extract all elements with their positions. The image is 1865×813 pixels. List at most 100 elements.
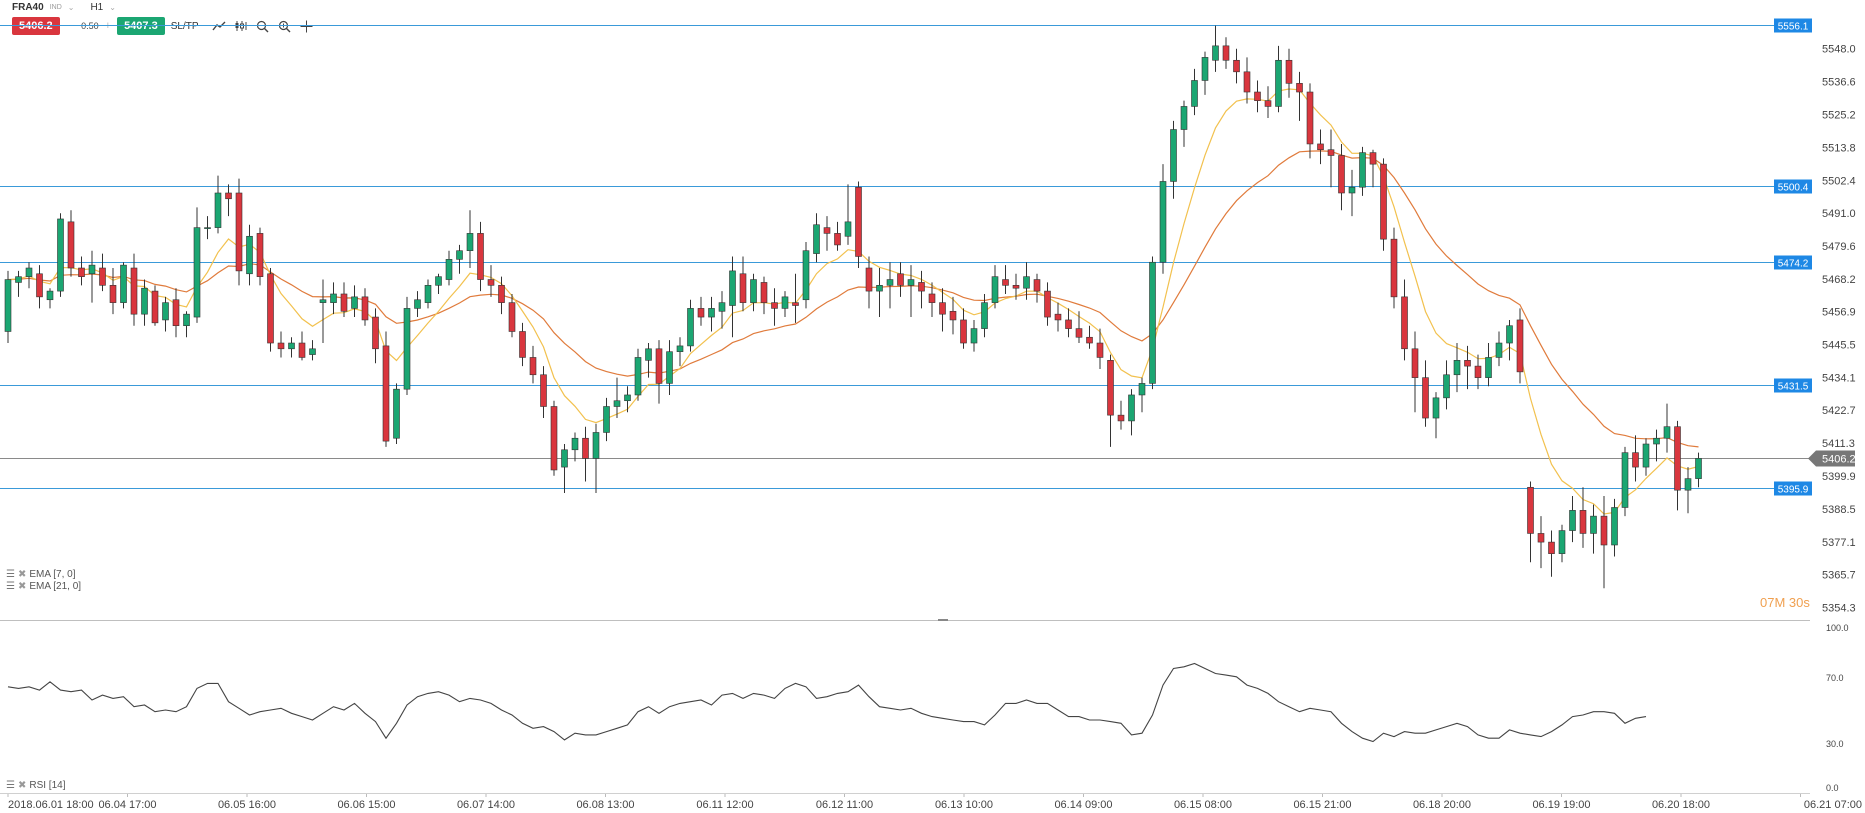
candle bbox=[561, 444, 568, 494]
candle-body bbox=[1432, 397, 1440, 419]
candle-body bbox=[1233, 59, 1240, 73]
candle bbox=[309, 340, 316, 361]
ema-slow-legend[interactable]: ☰ ✖ EMA [21, 0] bbox=[6, 581, 81, 592]
price-tick-label: 5445.5 bbox=[1822, 339, 1856, 351]
candle-body bbox=[498, 285, 505, 303]
candle-body bbox=[15, 276, 22, 283]
candle bbox=[319, 279, 327, 344]
candle-body bbox=[214, 192, 222, 228]
candle-body bbox=[1390, 238, 1398, 298]
time-tick-label: 06.21 07:00 bbox=[1804, 799, 1862, 811]
candle bbox=[1054, 302, 1062, 332]
candle bbox=[141, 279, 148, 326]
candle bbox=[1128, 389, 1135, 436]
candle bbox=[1390, 227, 1398, 309]
candle-body bbox=[340, 293, 348, 312]
candle bbox=[592, 423, 600, 494]
candle-body bbox=[886, 279, 894, 286]
candle-body bbox=[393, 388, 400, 439]
ema-fast-legend[interactable]: ☰ ✖ EMA [7, 0] bbox=[6, 569, 76, 580]
candle bbox=[1453, 343, 1461, 393]
close-icon[interactable]: ✖ bbox=[17, 581, 27, 592]
close-icon[interactable]: ✖ bbox=[17, 780, 27, 791]
price-level-label: 5500.4 bbox=[1774, 179, 1812, 194]
candle-body bbox=[844, 221, 852, 237]
current-price-text: 5406.2 bbox=[1822, 454, 1856, 466]
close-icon[interactable]: ✖ bbox=[17, 569, 27, 580]
candle-body bbox=[246, 235, 253, 275]
rsi-legend[interactable]: ☰ ✖ RSI [14] bbox=[6, 780, 66, 791]
timeframe-selector[interactable]: H1 bbox=[90, 2, 104, 13]
time-tick-label: 06.15 21:00 bbox=[1293, 799, 1351, 811]
candle bbox=[676, 337, 684, 367]
candle bbox=[435, 273, 442, 294]
time-tick-label: 06.11 12:00 bbox=[696, 799, 753, 811]
price-tick-label: 5354.3 bbox=[1822, 603, 1856, 615]
price-tick-label: 5502.4 bbox=[1822, 175, 1856, 187]
price-tick-label: 5491.0 bbox=[1822, 208, 1856, 220]
candle bbox=[781, 291, 789, 318]
candle-body bbox=[1527, 486, 1534, 534]
candle bbox=[256, 227, 264, 286]
menu-icon[interactable]: ☰ bbox=[6, 780, 15, 791]
candle bbox=[949, 296, 957, 335]
candle bbox=[67, 210, 75, 277]
candle-body bbox=[403, 308, 411, 390]
time-tick-label: 06.15 08:00 bbox=[1174, 799, 1232, 811]
candle-body bbox=[1411, 348, 1419, 378]
symbol-dropdown-chevron-icon[interactable]: ⌄ bbox=[67, 3, 75, 12]
candle bbox=[582, 426, 589, 482]
candle bbox=[939, 288, 946, 332]
candle bbox=[1033, 273, 1041, 303]
candle-body bbox=[1170, 129, 1177, 182]
candle bbox=[414, 291, 421, 318]
candle bbox=[1243, 57, 1251, 104]
candle-body bbox=[687, 308, 694, 347]
candle-body bbox=[1506, 325, 1513, 344]
price-level-text: 5395.9 bbox=[1778, 485, 1809, 496]
candle bbox=[813, 213, 820, 263]
candle-body bbox=[676, 345, 684, 352]
candle bbox=[1443, 360, 1450, 410]
candle-body bbox=[1002, 279, 1009, 286]
candle bbox=[613, 377, 621, 419]
timeframe-chevron-icon[interactable]: ⌄ bbox=[109, 3, 116, 12]
time-tick-label: 06.06 15:00 bbox=[337, 799, 395, 811]
candle bbox=[970, 319, 978, 352]
candle-body bbox=[424, 285, 432, 303]
menu-icon[interactable]: ☰ bbox=[6, 581, 15, 592]
candle bbox=[466, 210, 474, 269]
time-tick-label: 06.12 11:00 bbox=[816, 799, 873, 811]
price-tick-label: 5377.1 bbox=[1822, 537, 1856, 549]
candle-body bbox=[477, 233, 484, 280]
candle bbox=[750, 273, 757, 312]
candle-body bbox=[1096, 342, 1104, 358]
candle-body bbox=[1516, 319, 1524, 373]
candle-body bbox=[739, 273, 747, 303]
candle-body bbox=[1569, 510, 1576, 531]
candle bbox=[1317, 129, 1324, 165]
candle-body bbox=[235, 192, 243, 272]
candle-body bbox=[897, 273, 904, 286]
candle-body bbox=[1684, 478, 1692, 491]
price-tick-label: 5422.7 bbox=[1822, 405, 1856, 417]
menu-icon[interactable]: ☰ bbox=[6, 569, 15, 580]
candle-body bbox=[1621, 452, 1629, 508]
candle-body bbox=[624, 394, 631, 402]
candle bbox=[1674, 420, 1681, 511]
candle-body bbox=[25, 267, 33, 277]
candle bbox=[960, 308, 967, 349]
candle-body bbox=[655, 348, 663, 384]
candle-body bbox=[519, 331, 526, 358]
candle-body bbox=[1264, 100, 1272, 107]
candle-body bbox=[1558, 530, 1566, 554]
symbol-name[interactable]: FRA40 bbox=[12, 2, 44, 13]
candle bbox=[498, 276, 505, 315]
candle bbox=[1023, 262, 1030, 300]
candle-body bbox=[970, 328, 978, 344]
candle-body bbox=[256, 233, 264, 277]
candle bbox=[739, 256, 747, 312]
candle bbox=[477, 221, 484, 292]
candle-body bbox=[792, 302, 799, 306]
